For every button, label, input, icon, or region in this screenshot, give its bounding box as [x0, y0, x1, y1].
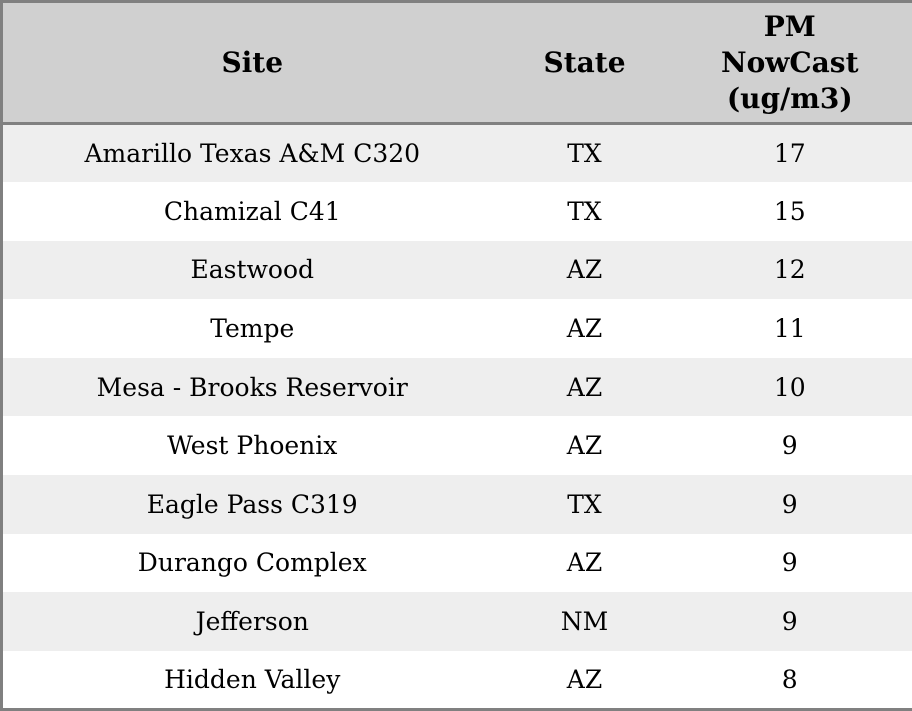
table-body: Amarillo Texas A&M C320 TX 17 Chamizal C41 T…	[1, 123, 912, 710]
site-cell: Eagle Pass C319	[146, 489, 358, 519]
pm-nowcast-cell: 9	[781, 548, 798, 578]
state-cell: AZ	[566, 664, 603, 694]
pm-nowcast-cell: 9	[781, 431, 798, 461]
table-row: Amarillo Texas A&M C320 TX 17	[1, 123, 912, 183]
state-cell: AZ	[566, 431, 603, 461]
pm-nowcast-cell: 9	[781, 489, 798, 519]
site-cell: Jefferson	[195, 607, 309, 637]
site-cell: Amarillo Texas A&M C320	[84, 139, 421, 169]
site-cell: Tempe	[210, 314, 295, 344]
state-cell: AZ	[566, 548, 603, 578]
table-header: Site State PM NowCast (ug/m3)	[1, 1, 912, 125]
pm-nowcast-cell: 11	[773, 314, 806, 344]
table-row: Hidden Valley AZ 8	[1, 650, 912, 710]
table-row: West Phoenix AZ 9	[1, 416, 912, 476]
state-cell: TX	[567, 139, 602, 169]
site-cell: Hidden Valley	[164, 664, 341, 694]
pm-nowcast-cell: 12	[773, 255, 806, 285]
column-header-pm-nowcast: PM NowCast (ug/m3)	[667, 1, 912, 125]
table-row: Mesa - Brooks Reservoir AZ 10	[1, 357, 912, 417]
pm-nowcast-cell: 15	[773, 196, 806, 226]
column-header-state: State	[501, 1, 668, 125]
table-row: Eastwood AZ 12	[1, 240, 912, 300]
table-row: Chamizal C41 TX 15	[1, 182, 912, 241]
pm-nowcast-cell: 8	[781, 664, 798, 694]
pm-nowcast-cell: 10	[773, 372, 806, 402]
state-cell: AZ	[566, 255, 603, 285]
state-cell: AZ	[566, 372, 603, 402]
state-cell: TX	[567, 489, 602, 519]
table-row: Durango Complex AZ 9	[1, 533, 912, 593]
table-row: Eagle Pass C319 TX 9	[1, 475, 912, 534]
pm-nowcast-cell: 17	[773, 139, 806, 169]
state-cell: NM	[560, 607, 609, 637]
site-cell: Mesa - Brooks Reservoir	[96, 372, 408, 402]
column-header-site: Site	[1, 1, 502, 125]
site-cell: Eastwood	[190, 255, 315, 285]
table-header-row: Site State PM NowCast (ug/m3)	[1, 1, 912, 125]
site-cell: Durango Complex	[137, 548, 367, 578]
table-row: Tempe AZ 11	[1, 299, 912, 358]
site-cell: Chamizal C41	[163, 196, 341, 226]
state-cell: AZ	[566, 314, 603, 344]
site-cell: West Phoenix	[167, 431, 338, 461]
state-cell: TX	[567, 196, 602, 226]
pm-nowcast-cell: 9	[781, 607, 798, 637]
table-row: Jefferson NM 9	[1, 592, 912, 651]
